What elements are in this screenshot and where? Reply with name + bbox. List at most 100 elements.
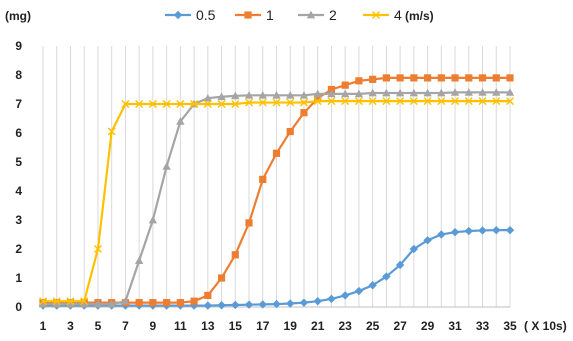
y-tick-label: 7 [15,97,22,111]
data-point-stroke [272,98,281,107]
data-point [423,236,432,245]
data-point-stroke [93,245,102,253]
x-tick-label: 31 [448,319,462,333]
data-point [327,85,336,94]
data-point [66,299,75,308]
data-point [245,219,253,227]
series-4 [39,97,514,306]
data-point [327,89,336,98]
data-point [52,299,61,308]
data-point-stroke [217,100,226,108]
data-point-stroke [313,97,322,106]
data-point [93,245,102,253]
data-point-stroke [121,100,130,108]
data-point [313,297,322,306]
data-point [368,97,377,106]
data-point [382,74,390,82]
data-point [506,97,514,106]
data-point [203,301,213,310]
data-point-stroke [299,98,308,107]
data-point-stroke [327,97,336,106]
legend-label: 1 [266,7,274,23]
data-point [231,251,239,259]
data-point [204,291,212,299]
data-point [506,74,514,82]
data-point [203,94,213,102]
data-point [437,88,446,97]
data-point [80,297,89,306]
data-point-stroke [52,297,61,306]
data-point [258,98,267,107]
data-point [354,97,363,106]
legend-item: 2 [298,7,337,23]
data-point [258,300,267,309]
data-point [410,74,418,82]
legend-title: (m/s) [405,9,434,23]
data-point [52,297,61,306]
data-point [478,226,487,235]
legend-label: 2 [329,7,337,23]
data-point-stroke [148,100,157,108]
data-point-stroke [368,97,377,106]
data-point-stroke [39,297,47,306]
data-point [231,91,240,100]
data-point [149,299,157,307]
data-point [244,300,254,309]
data-point-stroke [423,97,432,106]
x-tick-label: 29 [421,319,435,333]
data-point [107,299,116,308]
data-point [121,100,130,108]
data-point [38,299,48,308]
y-tick-label: 3 [15,213,22,227]
data-point [259,175,267,183]
data-point [286,127,294,136]
data-point [492,225,501,235]
data-point [107,127,116,136]
y-tick-label: 9 [15,39,22,53]
data-point [382,88,391,97]
data-point [340,291,350,300]
data-point [368,88,377,97]
legend-label: 4 [394,7,402,23]
data-point-stroke [80,297,89,306]
data-point-stroke [506,97,514,106]
data-point-stroke [231,100,240,108]
data-point [135,299,143,307]
data-point-stroke [437,97,446,106]
data-point [451,97,460,106]
data-point-stroke [135,100,144,108]
data-point [437,230,446,239]
data-point [464,97,473,106]
data-point [505,88,515,96]
legend-item: 4 [363,7,402,23]
data-point-stroke [451,97,460,106]
data-point [299,298,309,307]
data-point [492,97,501,106]
data-point [244,91,254,99]
data-point [286,299,295,308]
data-point [450,88,460,96]
data-point [478,74,487,82]
x-tick-label: 17 [256,319,270,333]
x-tick-label: 27 [393,319,407,333]
data-point [478,97,487,106]
data-point [231,300,240,310]
data-point [217,274,226,282]
data-point [286,91,295,99]
data-point-stroke [258,98,267,107]
data-point-stroke [286,98,295,107]
data-point [369,75,377,83]
data-point-stroke [382,97,391,106]
data-point [492,74,500,82]
data-point [306,10,316,19]
x-tick-label: 21 [311,319,325,333]
data-point [340,89,350,98]
data-point [395,260,405,270]
data-point [231,100,240,108]
legend-label: 0.5 [196,7,216,23]
data-point [217,100,226,108]
data-point [409,244,419,254]
x-tick-label: 33 [476,319,490,333]
